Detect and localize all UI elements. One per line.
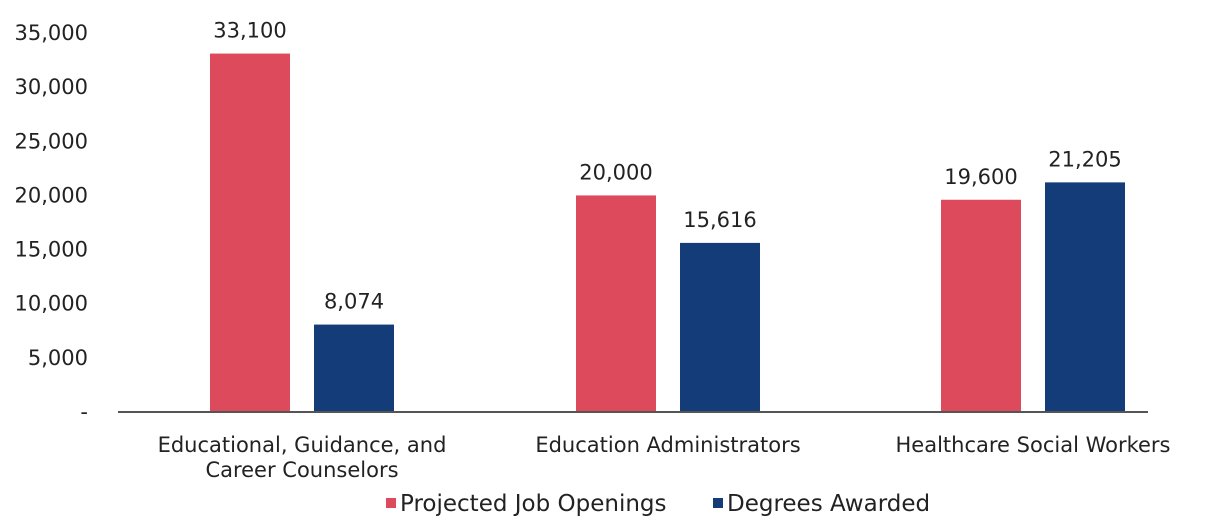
y-tick-label: 10,000	[15, 292, 88, 316]
y-tick-label: -	[80, 400, 88, 424]
y-tick-label: 25,000	[15, 129, 88, 153]
bars	[210, 53, 1125, 413]
bar-degrees-awarded	[314, 324, 394, 412]
legend: Projected Job Openings Degrees Awarded	[386, 491, 930, 517]
legend-label: Projected Job Openings	[400, 491, 667, 517]
bar-degrees-awarded	[680, 242, 760, 412]
x-tick-label: Career Counselors	[205, 458, 398, 482]
bar-projected-job-openings	[576, 195, 656, 412]
data-label: 15,616	[683, 208, 756, 232]
legend-label: Degrees Awarded	[727, 491, 930, 517]
bar-projected-job-openings	[941, 199, 1021, 412]
data-label: 8,074	[324, 290, 384, 314]
x-tick-label: Education Administrators	[535, 433, 800, 457]
data-label: 19,600	[944, 165, 1017, 189]
y-tick-label: 20,000	[15, 183, 88, 207]
y-tick-label: 5,000	[28, 346, 88, 370]
data-label: 20,000	[579, 160, 652, 184]
y-tick-label: 30,000	[15, 75, 88, 99]
data-label: 33,100	[213, 19, 286, 43]
legend-swatch	[713, 498, 723, 508]
data-labels: 33,100 20,000 19,600 8,074 15,616 21,205	[213, 19, 1121, 314]
data-label: 21,205	[1048, 147, 1121, 171]
y-tick-label: 35,000	[15, 21, 88, 45]
legend-swatch	[386, 498, 396, 508]
y-axis: - 5,000 10,000 15,000 20,000 25,000 30,000 35,0…	[15, 21, 88, 424]
bar-projected-job-openings	[210, 53, 290, 413]
x-tick-label: Educational, Guidance, and	[158, 433, 447, 457]
x-tick-label: Healthcare Social Workers	[896, 433, 1171, 457]
bar-degrees-awarded	[1045, 182, 1125, 412]
y-tick-label: 15,000	[15, 238, 88, 262]
